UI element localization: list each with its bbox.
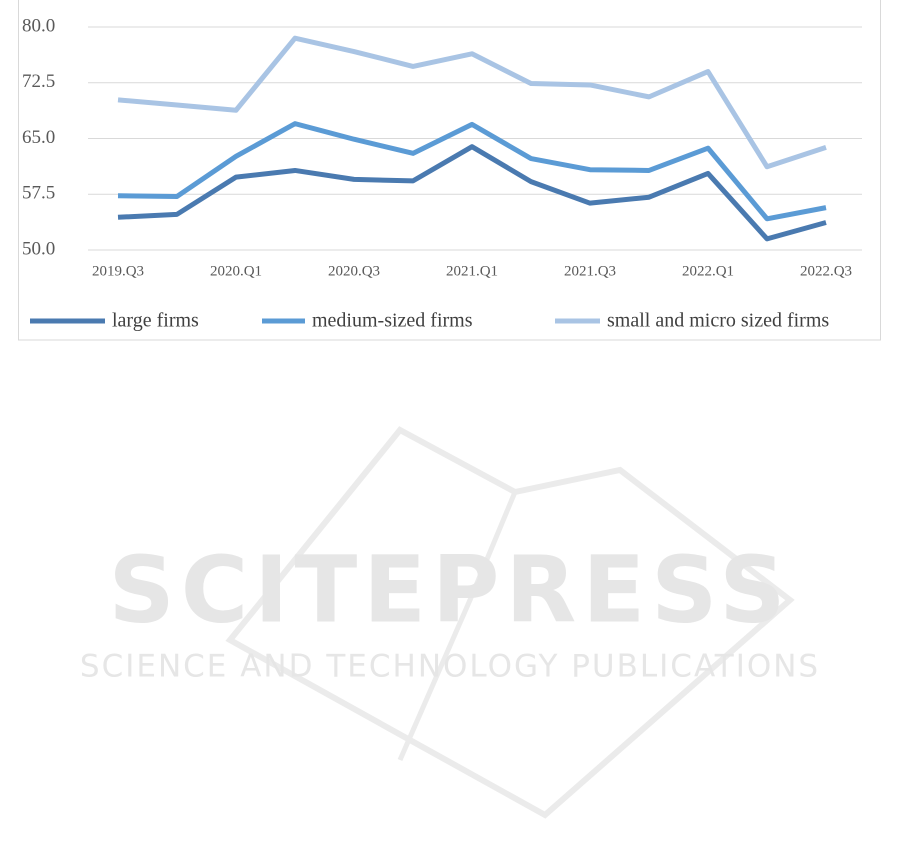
legend-label: small and micro sized firms [607,310,829,332]
x-tick-label: 2021.Q1 [446,263,498,279]
plot-area: 50.0 57.5 65.0 72.5 80.0 2019.Q3 2020.Q1 2020.Q… [22,15,862,332]
x-tick-label: 2020.Q1 [210,263,262,279]
x-tick-label: 2022.Q1 [682,263,734,279]
x-tick-label: 2020.Q3 [328,263,380,279]
x-tick-label: 2022.Q3 [800,263,852,279]
watermark-spine [397,491,518,762]
y-tick-label: 80.0 [22,15,55,36]
watermark: SCITEPRESS SCIENCE AND TECHNOLOGY PUBLIC… [80,426,820,819]
x-tick-label: 2021.Q3 [564,263,616,279]
watermark-title: SCITEPRESS [108,536,791,643]
y-tick-label: 65.0 [22,127,55,148]
y-tick-label: 50.0 [22,238,55,259]
series-line [117,121,827,222]
x-tick-label: 2019.Q3 [92,263,144,279]
watermark-subtitle: SCIENCE AND TECHNOLOGY PUBLICATIONS [80,649,820,685]
legend-label: large firms [112,310,199,332]
legend-label: medium-sized firms [312,310,473,332]
series-line [117,35,827,170]
y-tick-label: 57.5 [22,183,55,204]
chart-frame [18,0,881,341]
y-tick-label: 72.5 [22,71,55,92]
series-line [117,144,827,242]
